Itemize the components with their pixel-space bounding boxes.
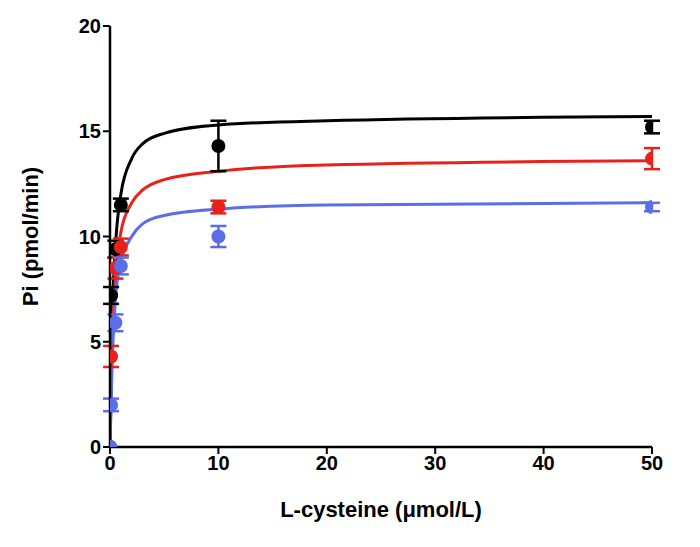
svg-text:0: 0 bbox=[90, 436, 101, 458]
svg-text:5: 5 bbox=[90, 331, 101, 353]
svg-text:20: 20 bbox=[79, 15, 101, 37]
svg-text:Pi (pmol/min): Pi (pmol/min) bbox=[18, 167, 43, 306]
svg-text:L-cysteine (μmol/L): L-cysteine (μmol/L) bbox=[280, 497, 482, 522]
svg-text:30: 30 bbox=[424, 452, 446, 474]
svg-text:40: 40 bbox=[532, 452, 554, 474]
svg-text:0: 0 bbox=[104, 452, 115, 474]
svg-text:10: 10 bbox=[207, 452, 229, 474]
svg-text:15: 15 bbox=[79, 120, 101, 142]
svg-text:50: 50 bbox=[641, 452, 663, 474]
svg-text:10: 10 bbox=[79, 226, 101, 248]
svg-text:20: 20 bbox=[316, 452, 338, 474]
